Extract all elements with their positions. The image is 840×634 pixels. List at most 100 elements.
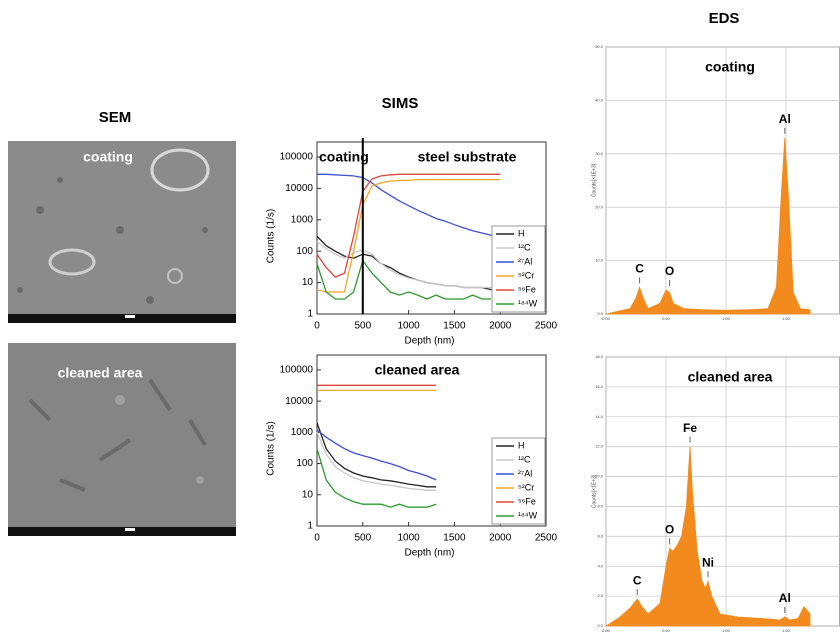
y-tick-label: 18.0 <box>595 354 604 359</box>
x-tick-label: 500 <box>354 321 371 332</box>
panel-title: cleaned area <box>688 369 773 385</box>
series-line <box>316 173 501 278</box>
y-tick-label: 10000 <box>285 396 313 407</box>
x-tick-label: 1.50 <box>782 628 791 633</box>
y-tick-label: 1000 <box>291 427 314 438</box>
y-tick-label: 10 <box>302 489 314 500</box>
series-line <box>316 429 437 481</box>
annotation: steel substrate <box>418 149 517 165</box>
y-tick-label: 20.0 <box>595 204 604 209</box>
legend-label: H <box>518 228 525 238</box>
series-line <box>316 241 501 289</box>
legend-label: ⁵⁶Fe <box>518 496 536 506</box>
y-tick-label: 50.0 <box>595 44 604 49</box>
series-line <box>316 422 437 488</box>
x-tick-label: 1500 <box>443 321 466 332</box>
x-tick-label: 500 <box>354 533 371 544</box>
y-axis-label: Counts[×1E+3] <box>591 163 597 197</box>
y-tick-label: 10000 <box>285 183 313 194</box>
y-tick-label: 40.0 <box>595 97 604 102</box>
x-tick-label: 2500 <box>535 533 558 544</box>
y-tick-label: 10 <box>302 277 314 288</box>
legend-label: ²⁷Al <box>518 468 532 478</box>
legend-box <box>491 225 546 313</box>
x-tick-label: 1.00 <box>722 628 731 633</box>
x-tick-label: 2000 <box>489 321 512 332</box>
y-axis-label: Counts (1/s) <box>266 209 277 263</box>
legend-label: ¹⁸⁴W <box>518 510 538 520</box>
sem-heading: SEM <box>99 109 132 126</box>
series-line <box>316 235 501 291</box>
series-line <box>316 259 491 300</box>
y-tick-label: 100000 <box>280 365 314 376</box>
legend-label: ⁵²Cr <box>518 482 534 492</box>
annotation: cleaned area <box>375 362 460 378</box>
y-tick-label: 100 <box>296 458 313 469</box>
y-tick-label: 30.0 <box>595 151 604 156</box>
y-axis-label: Counts (1/s) <box>266 421 277 475</box>
x-tick-label: 0 <box>314 533 320 544</box>
series-line <box>316 432 437 491</box>
y-tick-label: 12.0 <box>595 444 604 449</box>
y-tick-label: 10.0 <box>595 258 604 263</box>
sem-image <box>8 343 236 536</box>
peak-label: Fe <box>683 421 697 435</box>
annotation: coating <box>319 149 369 165</box>
x-tick-label: 0.50 <box>662 628 671 633</box>
peak-label: Al <box>779 591 791 605</box>
x-tick-label: 2000 <box>489 533 512 544</box>
x-axis-label: Depth (nm) <box>404 336 454 347</box>
y-tick-label: 0.0 <box>597 623 603 628</box>
x-tick-label: 2500 <box>535 321 558 332</box>
legend-box <box>491 437 546 525</box>
y-tick-label: 6.0 <box>597 533 603 538</box>
x-tick-label: 0 <box>314 321 320 332</box>
y-tick-label: 1 <box>307 521 313 532</box>
series-line <box>316 448 437 508</box>
sims-heading: SIMS <box>382 95 419 112</box>
plot-frame <box>316 141 547 315</box>
legend-label: ²⁷Al <box>518 256 532 266</box>
y-tick-label: 10.0 <box>595 474 604 479</box>
peak-label: O <box>665 264 674 278</box>
legend-label: H <box>518 440 525 450</box>
x-tick-label: 0.50 <box>662 316 671 321</box>
plot-frame <box>316 354 547 527</box>
y-tick-label: 1000 <box>291 214 314 225</box>
sem-label: coating <box>83 149 133 165</box>
y-tick-label: 2.0 <box>597 593 603 598</box>
y-tick-label: 100000 <box>280 152 314 163</box>
sem-image <box>8 141 236 323</box>
x-tick-label: 1500 <box>443 533 466 544</box>
panel-title: coating <box>705 59 755 75</box>
y-axis-label: Counts[×1E+3] <box>591 474 597 508</box>
legend-label: ⁵²Cr <box>518 270 534 280</box>
peak-label: C <box>633 573 642 587</box>
y-tick-label: 14.0 <box>595 414 604 419</box>
x-tick-label: 1.50 <box>782 316 791 321</box>
legend-label: ¹²C <box>518 454 531 464</box>
y-tick-label: 0.0 <box>597 311 603 316</box>
y-tick-label: 16.0 <box>595 384 604 389</box>
y-tick-label: 1 <box>307 309 313 320</box>
x-tick-label: 1.00 <box>722 316 731 321</box>
spectrum-area <box>604 446 811 627</box>
peak-label: Ni <box>702 555 714 569</box>
sem-label: cleaned area <box>58 365 143 381</box>
x-tick-label: 0.00 <box>602 316 611 321</box>
y-tick-label: 4.0 <box>597 563 603 568</box>
y-tick-label: 100 <box>296 246 313 257</box>
peak-label: O <box>665 522 674 536</box>
legend-label: ⁵⁶Fe <box>518 284 536 294</box>
legend-label: ¹²C <box>518 242 531 252</box>
x-tick-label: 0.00 <box>602 628 611 633</box>
y-tick-label: 8.0 <box>597 504 603 509</box>
series-line <box>317 173 501 239</box>
series-line <box>316 178 501 293</box>
x-tick-label: 1000 <box>397 321 420 332</box>
peak-label: Al <box>779 112 791 126</box>
x-tick-label: 1000 <box>397 533 420 544</box>
spectrum-area <box>605 137 811 315</box>
legend-label: ¹⁸⁴W <box>518 298 538 308</box>
